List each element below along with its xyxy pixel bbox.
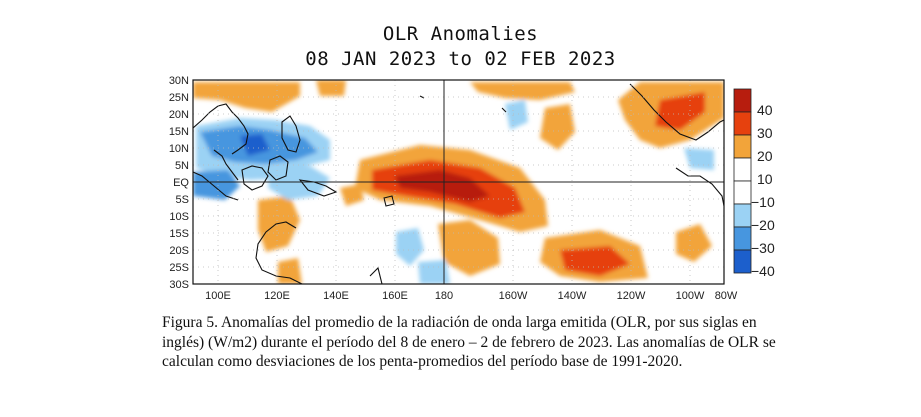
- lat-label: 30N: [169, 75, 189, 87]
- lon-label: 160E: [382, 290, 408, 302]
- colorbar-label: −40: [751, 263, 775, 279]
- colorbar-label: −10: [751, 194, 775, 210]
- colorbar-label: −30: [751, 240, 775, 256]
- colorbar-swatch: [733, 226, 752, 251]
- colorbar-label: 30: [757, 125, 773, 141]
- anomaly-field: [193, 80, 724, 284]
- lat-label: 25N: [169, 92, 189, 104]
- lon-label: 120W: [617, 290, 646, 302]
- colorbar-swatch: [733, 134, 752, 159]
- lon-label: 160W: [499, 290, 528, 302]
- colorbar-label: 40: [757, 102, 773, 118]
- plot-frame: [192, 79, 725, 285]
- figure-caption: Figura 5. Anomalías del promedio de la r…: [162, 314, 776, 370]
- lat-label: 20N: [169, 109, 189, 121]
- lat-label: 10N: [169, 143, 189, 155]
- lon-label: 80W: [715, 290, 738, 302]
- lon-label: 120E: [264, 290, 290, 302]
- colorbar: 40 30 20 10 −10 −20 −30 −40: [733, 88, 775, 279]
- lon-label: 180: [435, 290, 453, 302]
- coastlines: [193, 83, 724, 284]
- lat-label: 30S: [169, 279, 189, 291]
- map-title: OLR Anomalies: [382, 23, 539, 45]
- lat-label: EQ: [173, 177, 189, 189]
- lat-label: 15S: [169, 228, 189, 240]
- lon-label: 140E: [323, 290, 349, 302]
- lat-label: 5N: [175, 160, 189, 172]
- colorbar-label: −20: [751, 217, 775, 233]
- map-subtitle: 08 JAN 2023 to 02 FEB 2023: [305, 48, 616, 70]
- map-grid: [193, 80, 724, 284]
- colorbar-label: 10: [757, 171, 773, 187]
- lon-label: 100E: [205, 290, 231, 302]
- colorbar-label: 20: [757, 148, 773, 164]
- colorbar-swatch: [733, 88, 752, 113]
- lat-label: 20S: [169, 245, 189, 257]
- lat-label: 10S: [169, 211, 189, 223]
- lon-label: 100W: [676, 290, 705, 302]
- colorbar-swatch: [733, 180, 752, 205]
- longitude-axis: 100E 120E 140E 160E 180 160W 140W 120W 1…: [205, 290, 738, 302]
- lat-label: 5S: [176, 194, 189, 206]
- lat-label: 15N: [169, 126, 189, 138]
- lon-label: 140W: [558, 290, 587, 302]
- colorbar-swatch: [733, 203, 752, 228]
- latitude-axis: 30N 25N 20N 15N 10N 5N EQ 5S 10S 15S 20S…: [169, 75, 190, 291]
- colorbar-swatch: [733, 157, 752, 182]
- colorbar-swatch: [733, 249, 752, 274]
- lat-label: 25S: [169, 262, 189, 274]
- colorbar-swatch: [733, 111, 752, 136]
